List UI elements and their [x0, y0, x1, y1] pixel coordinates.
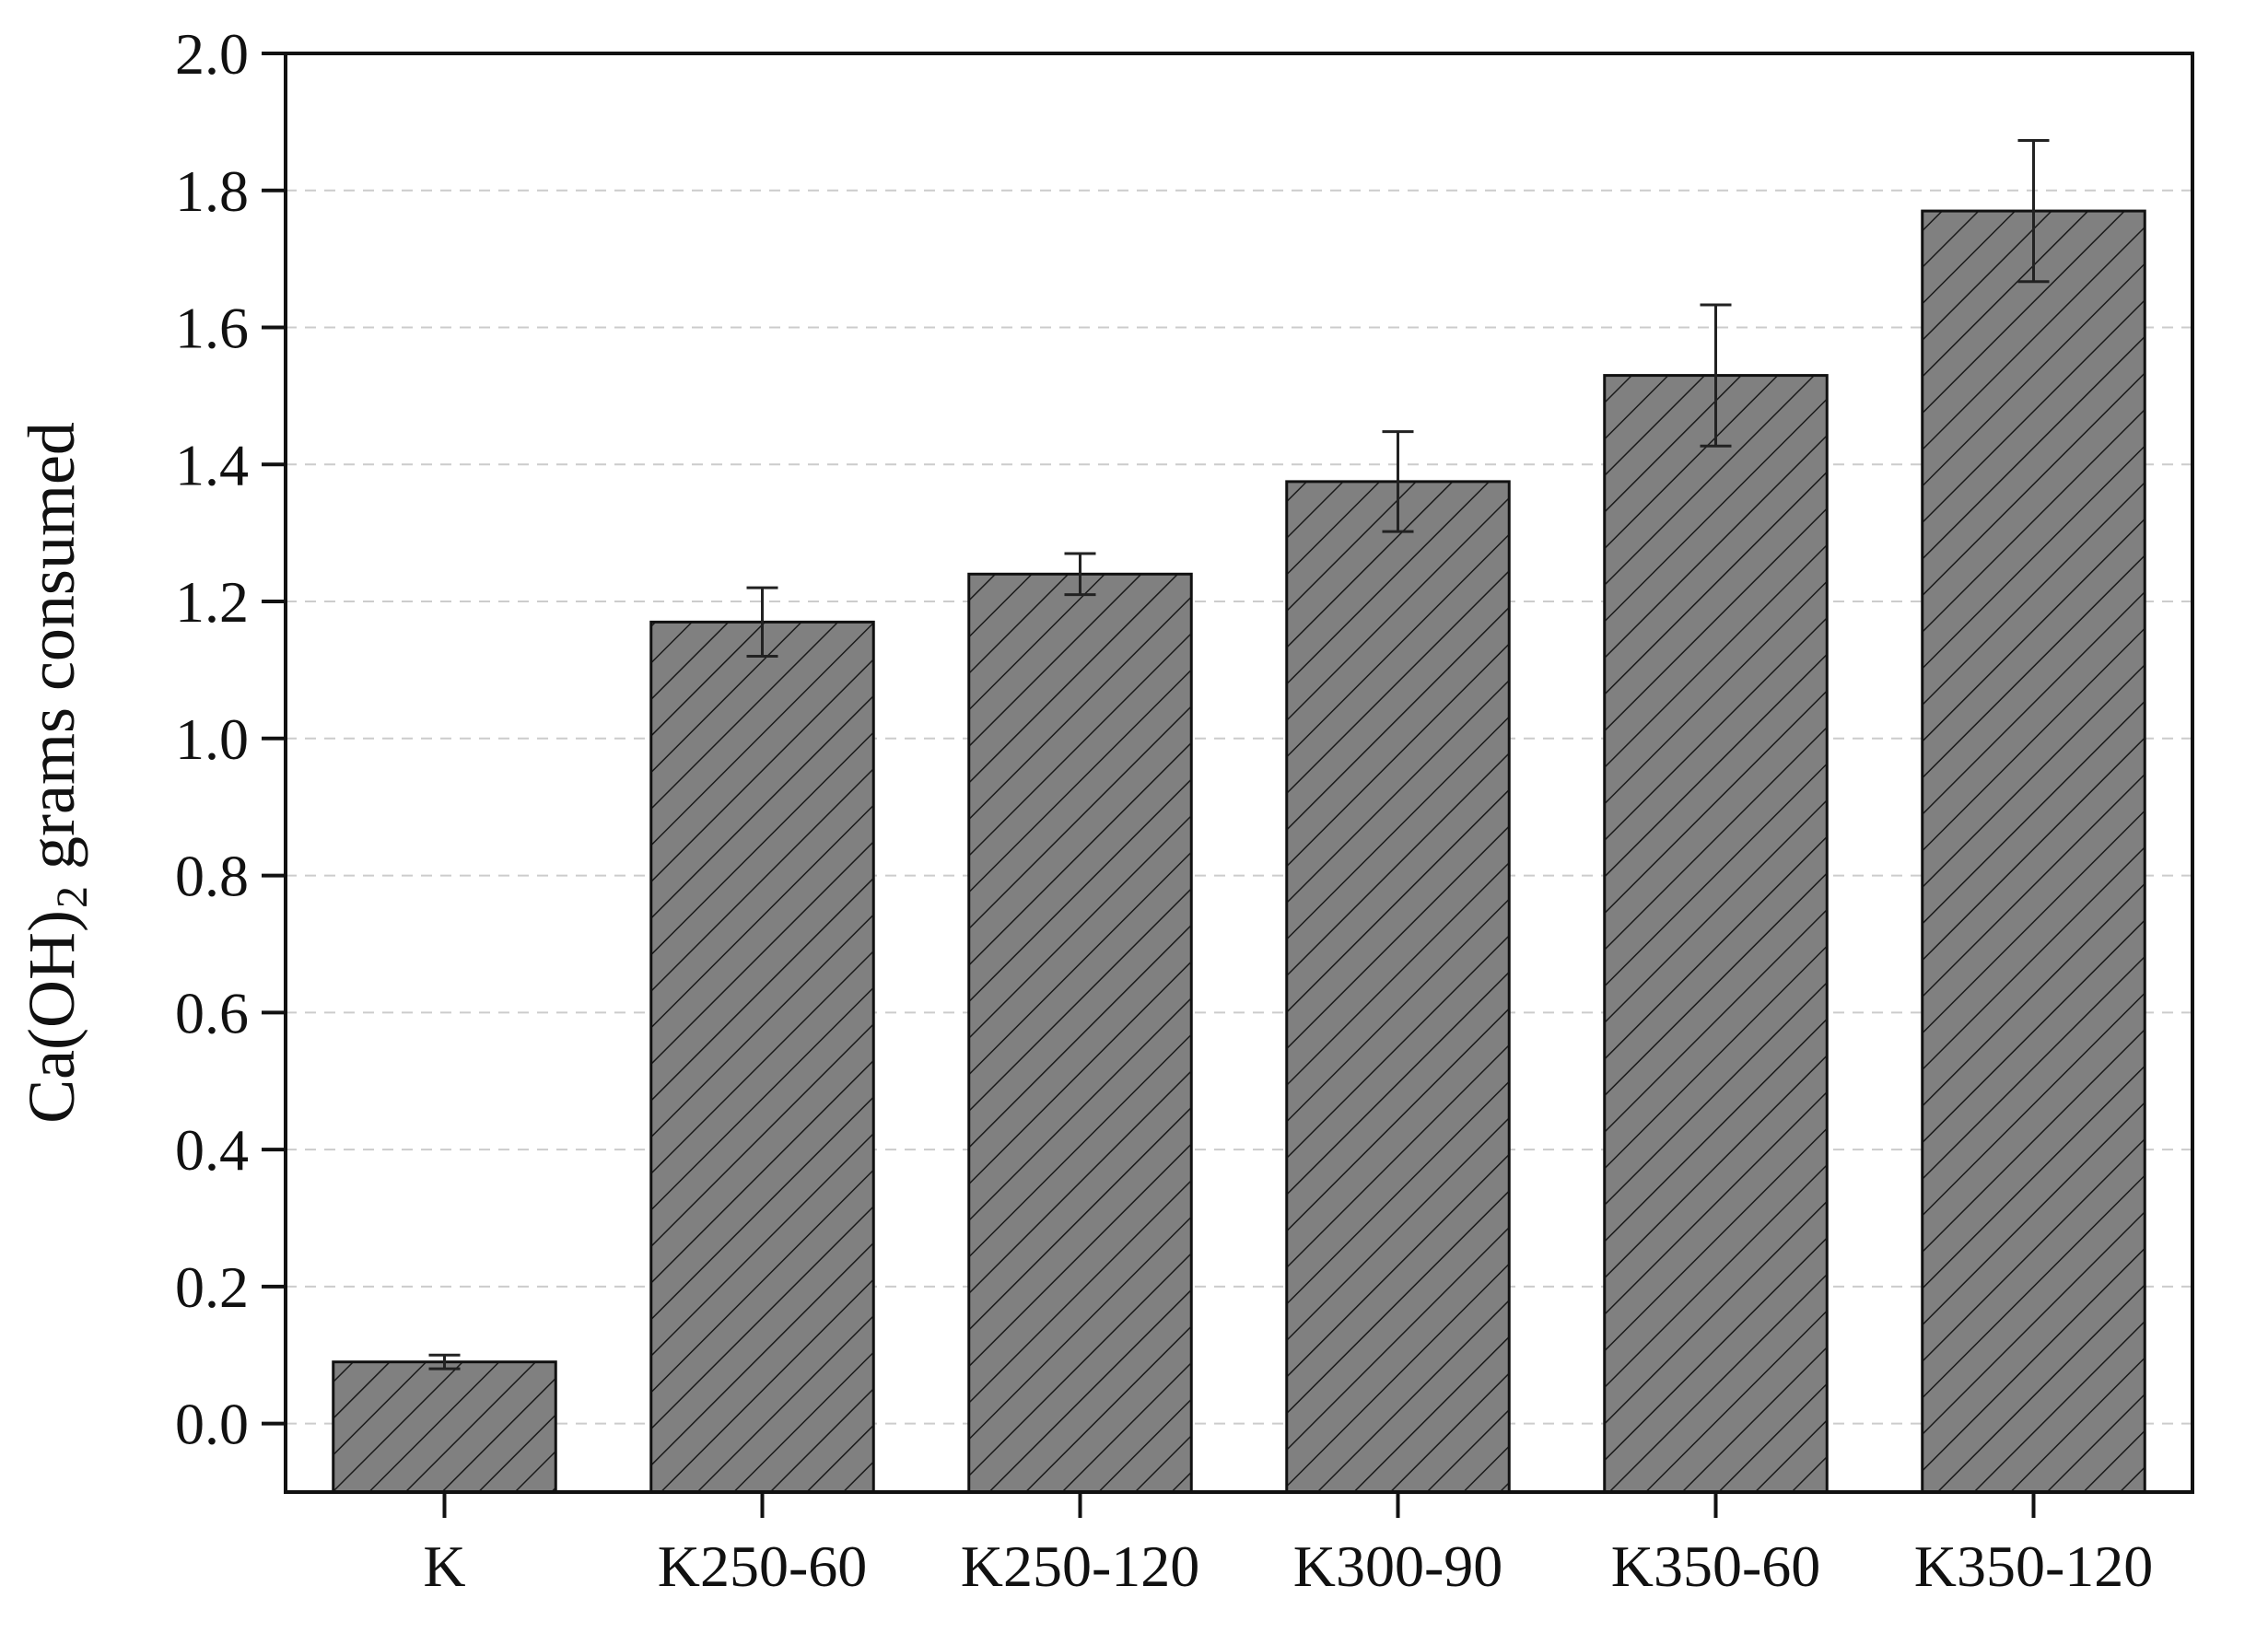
bar-K350-120	[1921, 209, 2146, 1494]
y-axis-title: Ca(OH)2 grams consumed	[15, 422, 97, 1124]
y-axis-title-main: Ca(OH)	[15, 910, 88, 1124]
y-axis-title-suffix: grams consumed	[15, 422, 88, 886]
bar-K250-60	[649, 620, 875, 1494]
x-tick-label: K	[423, 1534, 465, 1599]
x-tick-label: K250-120	[961, 1534, 1200, 1599]
y-tick-label: 0.6	[175, 980, 249, 1045]
x-tick-label: K350-120	[1914, 1534, 2154, 1599]
y-tick-label: 0.8	[175, 844, 249, 909]
y-tick-label: 1.6	[175, 296, 249, 361]
x-tick-label: K250-60	[658, 1534, 868, 1599]
bar-K350-60	[1603, 374, 1829, 1494]
y-tick-label: 1.8	[175, 158, 249, 224]
y-axis-title-subscript: 2	[48, 886, 97, 908]
y-tick-label: 2.0	[175, 21, 249, 87]
y-tick-label: 0.0	[175, 1392, 249, 1457]
x-tick-label: K350-60	[1611, 1534, 1821, 1599]
y-tick-label: 1.4	[175, 432, 249, 497]
bars	[332, 209, 2146, 1494]
bar-K300-90	[1285, 480, 1511, 1494]
bar-K	[332, 1360, 557, 1494]
x-tick-label: K300-90	[1293, 1534, 1503, 1599]
bar-K250-120	[967, 572, 1193, 1494]
axes: 0.0 0.2 0.4 0.6 0.8 1.0 1.2 1.4 1.6 1.8 2.0 K K250-6…	[175, 21, 2153, 1599]
error-bars	[428, 138, 2050, 1371]
y-tick-label: 0.4	[175, 1117, 249, 1183]
y-tick-label: 1.0	[175, 706, 249, 772]
gridlines	[286, 189, 2192, 1425]
y-tick-label: 0.2	[175, 1254, 249, 1320]
plot-frame	[284, 52, 2194, 1494]
y-tick-label: 1.2	[175, 569, 249, 635]
